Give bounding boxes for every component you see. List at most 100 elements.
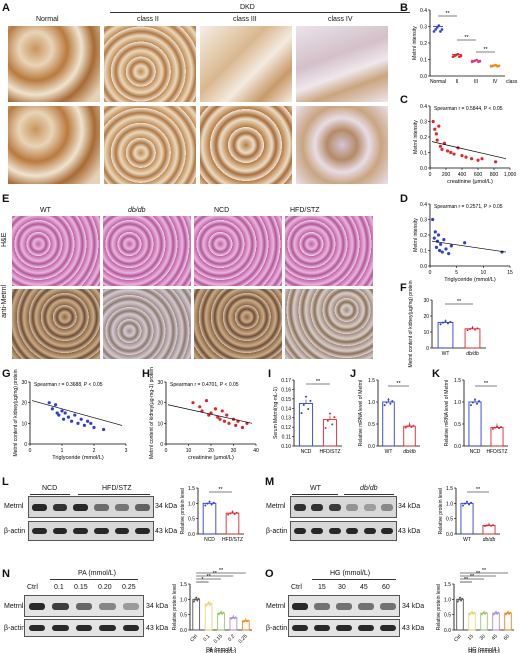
N-dot-1-1 bbox=[206, 603, 209, 606]
O-sig-label-0: ** bbox=[464, 577, 469, 583]
D-point-6 bbox=[438, 248, 442, 253]
G-point-8 bbox=[66, 415, 70, 419]
wb-o-blot-actin-band-2 bbox=[314, 625, 330, 631]
wb-o-blot-actin bbox=[288, 619, 400, 637]
wb-o-blot-metrnl-band-1 bbox=[292, 602, 308, 610]
wb-l-kda-43: 43 kDa bbox=[155, 528, 178, 535]
O-dot-2-4 bbox=[485, 611, 488, 614]
he-ncd bbox=[194, 216, 282, 286]
H-annotation: Spearman r = 0.4701, P < 0.05 bbox=[170, 382, 239, 388]
D-point-12 bbox=[449, 244, 453, 248]
G-point-13 bbox=[82, 423, 86, 427]
N-category-3: 0.2 bbox=[227, 633, 236, 642]
C-annotation: Spearman r = 0.5844, P < 0.05 bbox=[434, 106, 503, 112]
C-point-12 bbox=[460, 154, 464, 158]
J-dot-1-1 bbox=[406, 425, 409, 428]
K-dot-1-3 bbox=[498, 427, 501, 430]
G-point-10 bbox=[73, 413, 77, 417]
I-dot-0-3 bbox=[307, 408, 310, 411]
wb-n-blot-metrnl-band-5 bbox=[122, 602, 140, 610]
O-category-1: 15 bbox=[467, 633, 475, 641]
wb-o-blot-metrnl bbox=[288, 595, 400, 617]
G-xtick-label-0: 0 bbox=[29, 448, 32, 454]
N-dot-0-0 bbox=[192, 600, 195, 603]
I-dot-0-2 bbox=[305, 395, 307, 398]
M-bar-0 bbox=[460, 502, 474, 535]
N-xlabel: PA (mmol/L) bbox=[206, 649, 236, 653]
wb-m-blot-actin-band-3 bbox=[328, 528, 341, 534]
D-point-0 bbox=[431, 217, 435, 222]
G-point-15 bbox=[89, 421, 93, 425]
I-sig-label-0: ** bbox=[316, 379, 321, 385]
G-point-14 bbox=[86, 419, 90, 423]
wb-m-band-metrnl: Metrnl bbox=[266, 503, 286, 510]
H-xtick-label-4: 40 bbox=[253, 448, 259, 454]
wb-n-lane-4: 0.25 bbox=[122, 584, 136, 591]
wb-n-blot-actin-band-5 bbox=[122, 625, 140, 631]
M-dot-0-2 bbox=[466, 500, 468, 503]
O-dot-0-0 bbox=[456, 600, 459, 603]
wb-n-blot-actin bbox=[24, 619, 144, 637]
wb-l-blot-metrnl-band-1 bbox=[32, 503, 47, 511]
C-xlabel: creatinine (μmol/L) bbox=[447, 179, 493, 185]
N-dot-2-2 bbox=[220, 611, 222, 614]
M-dot-1-0 bbox=[483, 525, 486, 528]
C-xtick-label-4: 800 bbox=[490, 172, 499, 178]
e-col-hfdstz: HFD/STZ bbox=[290, 207, 320, 214]
he-dbdb bbox=[103, 216, 191, 286]
N-ylabel: Relative protein level bbox=[172, 584, 178, 630]
col-label-class3: class III bbox=[233, 16, 257, 23]
C-point-2 bbox=[434, 132, 438, 136]
wb-l-group-ncd: NCD bbox=[42, 485, 58, 492]
O-category-2: 30 bbox=[479, 633, 487, 641]
D-xtick-label-2: 10 bbox=[481, 270, 487, 276]
L-dot-0-3 bbox=[210, 503, 213, 506]
C-xtick-label-3: 600 bbox=[474, 172, 483, 178]
B-sig-label-1: ** bbox=[464, 35, 469, 41]
G-xtick-label-1: 1 bbox=[61, 448, 64, 454]
ihc-normal-high bbox=[8, 106, 100, 184]
L-ytick-label-2: 1.0 bbox=[188, 501, 195, 507]
N-sig-label-2: ** bbox=[213, 571, 218, 577]
B-ytick-label-0: 0.0 bbox=[420, 74, 427, 80]
C-point-16 bbox=[480, 157, 484, 161]
F-ylabel: Metrnl content of kidney(μg/mg) protein bbox=[408, 280, 414, 367]
wb-l-blot-actin-band-6 bbox=[135, 528, 150, 534]
K-dot-0-2 bbox=[474, 398, 476, 401]
wb-m-blot-metrnl-band-4 bbox=[346, 503, 359, 511]
N-sig-label-3: ** bbox=[219, 568, 224, 574]
wb-n-lane-1: 0.1 bbox=[54, 584, 64, 591]
K-bar-0 bbox=[468, 401, 482, 447]
L-ytick-label-3: 1.5 bbox=[188, 486, 195, 492]
wb-l-blot-metrnl-band-6 bbox=[135, 503, 150, 511]
col-label-normal: Normal bbox=[36, 16, 59, 23]
C-point-6 bbox=[440, 147, 444, 151]
he-hfdstz bbox=[285, 216, 373, 286]
I-dot-1-0 bbox=[324, 427, 327, 430]
O-bar-2 bbox=[480, 612, 488, 631]
F-dot-1-3 bbox=[473, 328, 476, 331]
O-ylabel: Relative protein level bbox=[436, 584, 442, 630]
wb-n-blot-metrnl bbox=[24, 595, 144, 617]
F-dot-1-0 bbox=[466, 329, 469, 332]
L-dot-0-0 bbox=[204, 504, 207, 507]
H-point-8 bbox=[218, 417, 222, 421]
H-xtick-label-1: 10 bbox=[186, 448, 192, 454]
K-ylabel: Relative mRNA level of Metrnl bbox=[444, 380, 450, 446]
metrnl-hfdstz bbox=[285, 289, 373, 359]
N-dot-1-3 bbox=[208, 603, 211, 606]
D-xlabel: Triglyceride (mmol/L) bbox=[444, 277, 496, 283]
D-ytick-label-4: 0.4 bbox=[420, 202, 427, 208]
I-bar-0 bbox=[298, 403, 314, 447]
C-xtick-label-0: 0 bbox=[429, 172, 432, 178]
panel-label-m: M bbox=[265, 476, 275, 488]
wb-l-blot-actin-band-3 bbox=[73, 528, 88, 534]
wb-m-kda-43: 43 kDa bbox=[398, 528, 421, 535]
O-sig-label-2: ** bbox=[476, 571, 481, 577]
J-dot-0-1 bbox=[385, 401, 388, 404]
I-ytick-label-5: 0.15 bbox=[281, 397, 291, 403]
C-point-3 bbox=[435, 138, 439, 142]
wb-o-blot-actin-band-1 bbox=[292, 625, 308, 631]
e-col-dbdb: db/db bbox=[128, 207, 146, 214]
wb-l-blot-actin-band-4 bbox=[94, 528, 109, 534]
